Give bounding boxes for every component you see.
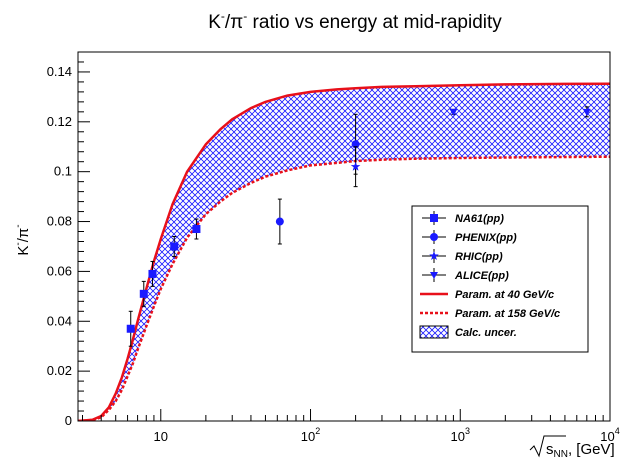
axes: 0 0.02 0.04 0.06 0.08 0.1 0.12 0.14 10 102 103 104 (47, 51, 620, 444)
marker-rhic (350, 161, 361, 171)
sqrt-sign (529, 435, 566, 458)
marker-na61 (148, 269, 157, 278)
x-tick-label: 102 (301, 426, 320, 444)
point-na61 (148, 260, 157, 287)
legend-entry: Param. at 40 GeV/c (420, 289, 554, 301)
legend-label: Calc. uncer. (455, 327, 517, 339)
marker-alice (449, 108, 458, 116)
y-tick-label: 0 (65, 413, 72, 428)
uncertainty-band (78, 83, 610, 421)
marker-na61 (192, 225, 201, 234)
y-tick-label: 0.12 (47, 114, 72, 129)
x-axis-label: sNN, [GeV] (529, 435, 615, 460)
legend-label: Param. at 40 GeV/c (455, 289, 554, 301)
y-axis-label: K-/π- (13, 224, 32, 255)
x-axis-label-sub: NN (554, 449, 568, 460)
data-points (126, 106, 591, 347)
x-tick-label: 10 (154, 429, 168, 444)
marker-na61 (126, 324, 135, 333)
legend-label: Param. at 158 GeV/c (455, 308, 560, 320)
legend-entry: NA61(pp) (422, 211, 504, 225)
marker-alice (582, 108, 591, 116)
point-alice (582, 106, 591, 118)
x-tick-label: 103 (451, 426, 470, 444)
point-na61 (170, 236, 179, 257)
y-tick-label: 0.1 (54, 164, 72, 179)
x-axis-label-s: s (546, 441, 554, 458)
legend-label: NA61(pp) (455, 213, 504, 225)
legend-entry: RHIC(pp) (422, 249, 503, 263)
legend-marker (429, 251, 439, 260)
band-area (78, 83, 610, 421)
marker-na61 (139, 289, 148, 298)
y-tick-label: 0.08 (47, 214, 72, 229)
y-tick-label: 0.02 (47, 363, 72, 378)
point-na61 (139, 280, 148, 307)
point-alice (449, 108, 458, 116)
legend-entry: ALICE(pp) (422, 268, 509, 282)
chart-title: K-/π- ratio vs energy at mid-rapidity (208, 9, 502, 33)
point-na61 (126, 310, 135, 347)
legend-marker (430, 272, 438, 279)
legend-marker (430, 214, 438, 222)
marker-na61 (170, 242, 179, 251)
x-axis-label-unit: , [GeV] (568, 441, 615, 458)
point-rhic (350, 146, 361, 188)
y-tick-label: 0.06 (47, 263, 72, 278)
svg-text:sNN, [GeV]: sNN, [GeV] (546, 441, 615, 460)
y-tick-label: 0.14 (47, 64, 72, 79)
legend-entry: Calc. uncer. (419, 325, 517, 339)
y-tick-label: 0.04 (47, 313, 72, 328)
plot-frame (77, 51, 611, 422)
legend-label: ALICE(pp) (454, 270, 509, 282)
legend-entry: PHENIX(pp) (422, 230, 517, 244)
legend: NA61(pp) PHENIX(pp) RHIC(pp) ALICE(pp) Param… (411, 205, 589, 353)
x-tick-label: 104 (600, 426, 619, 444)
legend-entry: Param. at 158 GeV/c (420, 308, 560, 320)
legend-label: RHIC(pp) (455, 251, 503, 263)
legend-marker (430, 233, 438, 241)
point-phenix (275, 198, 284, 245)
marker-phenix (275, 217, 284, 226)
legend-label: PHENIX(pp) (455, 232, 517, 244)
point-na61 (192, 218, 201, 240)
legend-band-swatch (419, 325, 449, 339)
curve-param-40 (78, 82, 610, 421)
parametrization-curves (78, 82, 610, 421)
